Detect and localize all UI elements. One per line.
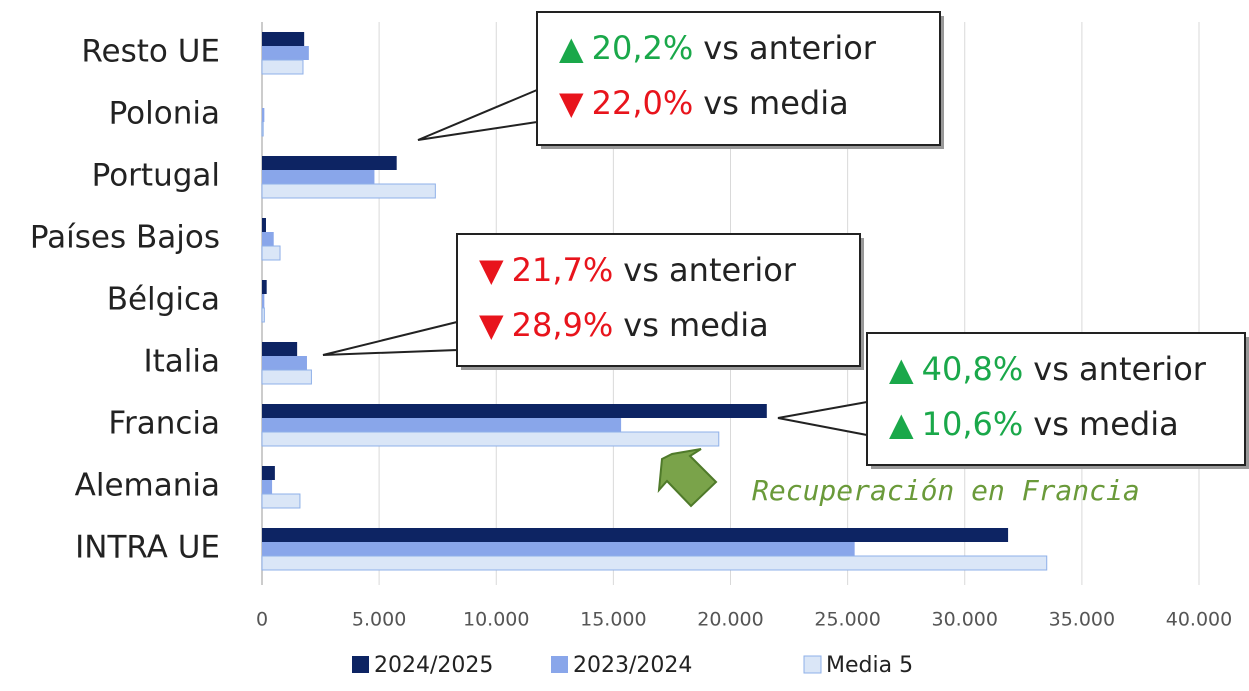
- callout-text: vs media: [623, 306, 768, 344]
- callout-change: 22,0%: [592, 84, 694, 122]
- bar: [262, 356, 307, 370]
- legend-swatch: [352, 656, 369, 673]
- callout-pointer: [777, 400, 868, 437]
- bar: [262, 342, 298, 356]
- callout-cover: [458, 320, 465, 352]
- x-tick-label: 0: [256, 609, 268, 631]
- bar: [262, 280, 267, 294]
- x-tick-label: 30.000: [932, 609, 998, 631]
- callout-cover: [538, 88, 545, 124]
- y-tick-label: Polonia: [109, 96, 220, 132]
- callout-text: vs anterior: [623, 251, 797, 289]
- bar: [262, 232, 274, 246]
- callout-line: ▲ 10,6% vs media: [889, 405, 1179, 443]
- bar: [262, 218, 266, 232]
- y-tick-label: Países Bajos: [30, 220, 220, 256]
- bar: [261, 59, 304, 75]
- callout-symbol: ▲: [559, 29, 584, 67]
- callout-text: vs anterior: [703, 29, 877, 67]
- bar: [262, 108, 265, 122]
- callout-text: vs anterior: [1033, 350, 1207, 388]
- callout-change: 21,7%: [512, 251, 614, 289]
- y-tick-label: Alemania: [75, 468, 220, 504]
- x-tick-label: 10.000: [463, 609, 529, 631]
- callout-line: ▲ 20,2% vs anterior: [559, 29, 877, 67]
- annotation-arrow: [657, 448, 718, 508]
- callout-cover: [868, 400, 875, 437]
- bar: [262, 156, 397, 170]
- legend-swatch: [551, 656, 568, 673]
- x-tick-label: 40.000: [1166, 609, 1232, 631]
- bar: [261, 369, 312, 385]
- y-tick-label: Resto UE: [81, 34, 220, 70]
- callout-symbol: ▲: [889, 350, 914, 388]
- callout-box: [536, 11, 941, 146]
- callout-line: ▼ 22,0% vs media: [559, 84, 849, 122]
- y-tick-label: INTRA UE: [75, 530, 220, 566]
- y-tick-label: Portugal: [92, 158, 220, 194]
- callout-line: ▲ 40,8% vs anterior: [889, 350, 1207, 388]
- x-tick-label: 20.000: [697, 609, 763, 631]
- callout-change: 40,8%: [922, 350, 1024, 388]
- legend-swatch: [803, 655, 822, 674]
- y-tick-label: Bélgica: [107, 282, 220, 318]
- callout-symbol: ▼: [479, 251, 504, 289]
- bar: [262, 294, 265, 308]
- callout-pointer: [417, 88, 538, 141]
- callout-line: ▼ 21,7% vs anterior: [479, 251, 797, 289]
- bar: [261, 431, 720, 447]
- callout-change: 20,2%: [592, 29, 694, 67]
- legend-label: 2023/2024: [573, 653, 692, 678]
- callout: ▼ 21,7% vs anterior▼ 28,9% vs media: [322, 233, 864, 370]
- bar: [261, 555, 1048, 571]
- callout-symbol: ▼: [479, 306, 504, 344]
- callout-text: vs media: [1033, 405, 1178, 443]
- bar: [261, 245, 281, 261]
- x-tick-label: 25.000: [814, 609, 880, 631]
- bar: [262, 404, 767, 418]
- bar: [261, 121, 264, 137]
- callout-text: vs media: [703, 84, 848, 122]
- bar: [262, 528, 1009, 542]
- x-tick-label: 15.000: [580, 609, 646, 631]
- callout-line: ▼ 28,9% vs media: [479, 306, 769, 344]
- callout-box: [456, 233, 861, 367]
- callout-symbol: ▲: [889, 405, 914, 443]
- callout: ▲ 40,8% vs anterior▲ 10,6% vs media: [777, 332, 1249, 469]
- bar: [262, 170, 375, 184]
- callout-change: 28,9%: [512, 306, 614, 344]
- annotation: Recuperación en Francia: [752, 474, 1140, 507]
- x-tick-label: 35.000: [1049, 609, 1115, 631]
- bar: [262, 480, 273, 494]
- legend-label: Media 5: [826, 653, 913, 678]
- bar: [261, 183, 436, 199]
- callout-box: [866, 332, 1246, 466]
- bar: [261, 493, 301, 509]
- bar: [262, 418, 622, 432]
- y-tick-label: Francia: [108, 406, 220, 442]
- legend-label: 2024/2025: [374, 653, 493, 678]
- bar: [262, 466, 275, 480]
- y-tick-label: Italia: [143, 344, 220, 380]
- bar: [262, 46, 309, 60]
- callout-symbol: ▼: [559, 84, 584, 122]
- bar: [262, 542, 855, 556]
- callout-pointer: [322, 320, 458, 356]
- bar: [261, 307, 265, 323]
- bar: [262, 32, 305, 46]
- callout-change: 10,6%: [922, 405, 1024, 443]
- callout: ▲ 20,2% vs anterior ▼ 22,0% vs media: [417, 11, 944, 149]
- x-tick-label: 5.000: [352, 609, 406, 631]
